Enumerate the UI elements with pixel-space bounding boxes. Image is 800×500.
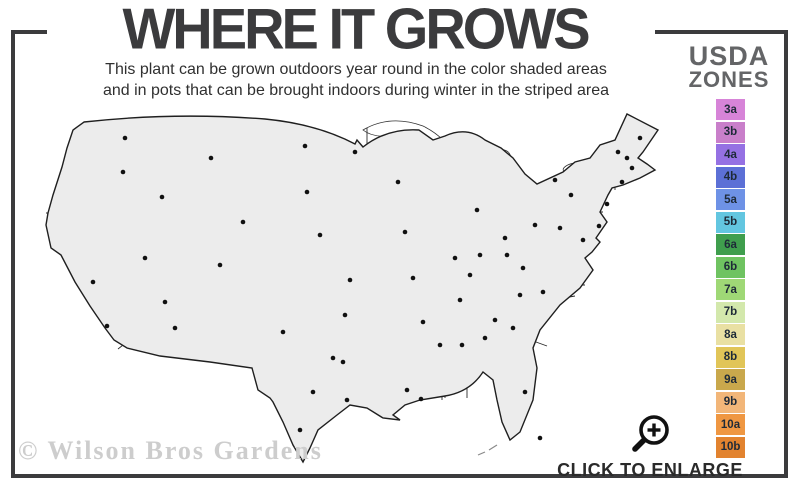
city-dots — [90, 135, 643, 441]
legend-zone-label-3b: 3b — [723, 126, 738, 138]
watermark: © Wilson Bros Gardens — [18, 436, 323, 465]
frame-border-right — [784, 30, 788, 478]
legend-zone-4a: 4a — [716, 144, 745, 165]
us-map-svg — [45, 113, 659, 463]
legend-zone-label-8b: 8b — [723, 351, 738, 363]
legend-zone-3a: 3a — [716, 99, 745, 120]
subtitle: This plant can be grown outdoors year ro… — [20, 60, 692, 102]
legend-zone-6b: 6b — [716, 256, 745, 278]
legend-zone-label-4a: 4a — [724, 148, 737, 161]
page-title: WHERE IT GROWS — [122, 0, 590, 61]
usda-zone-map[interactable] — [15, 100, 670, 480]
legend-zone-label-7b: 7b — [723, 306, 738, 318]
magnifier-plus-icon — [632, 415, 669, 452]
legend-heading-zones: ZONES — [688, 66, 770, 92]
subtitle-line-1: This plant can be grown outdoors year ro… — [105, 61, 607, 78]
legend-zone-label-6b: 6b — [723, 261, 738, 273]
legend-zone-9b: 9b — [716, 391, 745, 413]
subtitle-line-2: and in pots that can be brought indoors … — [102, 81, 610, 99]
legend-zone-label-8a: 8a — [724, 328, 737, 341]
legend-zone-label-9a: 9a — [724, 373, 737, 386]
legend-zone-7b: 7b — [716, 301, 745, 323]
legend-zone-10a: 10a — [716, 414, 745, 435]
legend-zone-5b: 5b — [716, 211, 745, 233]
legend-zone-7a: 7a — [716, 279, 745, 300]
legend-zone-3b: 3b — [716, 121, 745, 143]
legend-zone-label-5a: 5a — [724, 193, 737, 206]
enlarge-label: CLICK TO ENLARGE — [557, 460, 743, 480]
legend-zone-label-9b: 9b — [723, 396, 738, 408]
frame-border-top-right-segment — [655, 30, 788, 34]
legend-zone-9a: 9a — [716, 369, 745, 390]
frame-border-bottom — [11, 474, 788, 478]
legend-zone-5a: 5a — [716, 189, 745, 210]
legend-zone-8b: 8b — [716, 346, 745, 368]
legend-zone-label-4b: 4b — [723, 171, 738, 183]
florida-keys — [477, 444, 498, 456]
legend-zone-6a: 6a — [716, 234, 745, 255]
legend-zone-10b: 10b — [716, 436, 745, 458]
legend-zone-label-6a: 6a — [724, 238, 737, 251]
legend-zone-4b: 4b — [716, 166, 745, 188]
enlarge-control[interactable]: CLICK TO ENLARGE — [545, 412, 755, 481]
legend-zone-list: 3a 3b 4a 4b 5a 5b 6a 6b 7a 7b 8a 8b 9a 9b 10a 10b — [716, 99, 745, 459]
legend-zone-label-10a: 10a — [720, 418, 741, 431]
legend-zone-label-5b: 5b — [723, 216, 738, 228]
legend-heading-usda: USDA — [688, 41, 770, 71]
frame-border-top-left-segment — [11, 30, 47, 34]
frame-border-left — [11, 30, 15, 478]
legend-zone-label-3a: 3a — [724, 103, 737, 116]
legend-zone-label-10b: 10b — [720, 441, 741, 453]
legend-heading: USDA ZONES — [668, 41, 790, 92]
legend-zone-label-7a: 7a — [724, 283, 737, 296]
legend-zone-8a: 8a — [716, 324, 745, 345]
